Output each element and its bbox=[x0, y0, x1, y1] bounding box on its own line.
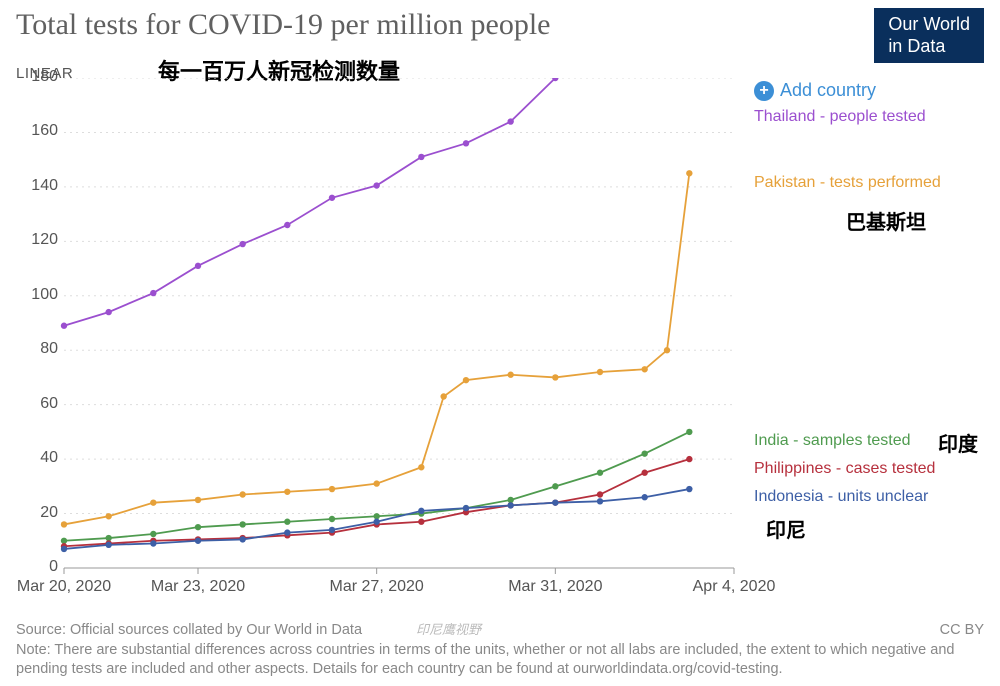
y-tick-label: 20 bbox=[16, 504, 58, 522]
legend-item[interactable]: Philippines - cases tested bbox=[754, 460, 935, 478]
x-tick-label: Apr 4, 2020 bbox=[693, 578, 776, 596]
source-text: Source: Official sources collated by Our… bbox=[16, 622, 362, 638]
legend-item[interactable]: Pakistan - tests performed bbox=[754, 174, 941, 192]
x-tick-label: Mar 23, 2020 bbox=[151, 578, 245, 596]
y-tick-label: 160 bbox=[16, 122, 58, 140]
y-tick-label: 100 bbox=[16, 286, 58, 304]
y-tick-label: 140 bbox=[16, 177, 58, 195]
plus-icon: + bbox=[754, 81, 774, 101]
y-tick-label: 60 bbox=[16, 395, 58, 413]
annotation-label: 巴基斯坦 bbox=[846, 206, 926, 235]
license-ccby: CC BY bbox=[940, 621, 984, 641]
logo-line1: Our World bbox=[888, 14, 970, 36]
y-tick-label: 80 bbox=[16, 340, 58, 358]
note-text: Note: There are substantial differences … bbox=[16, 641, 984, 680]
logo-line2: in Data bbox=[888, 36, 970, 58]
add-country-label: Add country bbox=[780, 80, 876, 101]
y-tick-label: 40 bbox=[16, 449, 58, 467]
annotation-label: 印度 bbox=[938, 428, 978, 457]
legend-item[interactable]: Indonesia - units unclear bbox=[754, 488, 928, 506]
line-chart bbox=[16, 78, 984, 606]
legend-item[interactable]: India - samples tested bbox=[754, 432, 911, 450]
annotation-label: 印尼 bbox=[766, 514, 806, 543]
page-title: Total tests for COVID-19 per million peo… bbox=[16, 8, 550, 42]
y-tick-label: 0 bbox=[16, 558, 58, 576]
watermark: 印尼鹰视野 bbox=[416, 621, 481, 639]
x-tick-label: Mar 20, 2020 bbox=[17, 578, 111, 596]
legend-item[interactable]: Thailand - people tested bbox=[754, 108, 926, 126]
chart-footer: Source: Official sources collated by Our… bbox=[16, 621, 984, 680]
chart-area: + Add country Thailand - people tested Pa… bbox=[16, 78, 984, 606]
x-tick-label: Mar 31, 2020 bbox=[508, 578, 602, 596]
add-country-button[interactable]: + Add country bbox=[754, 80, 876, 101]
y-tick-label: 180 bbox=[16, 68, 58, 86]
y-tick-label: 120 bbox=[16, 231, 58, 249]
x-tick-label: Mar 27, 2020 bbox=[330, 578, 424, 596]
owid-logo: Our World in Data bbox=[874, 8, 984, 63]
